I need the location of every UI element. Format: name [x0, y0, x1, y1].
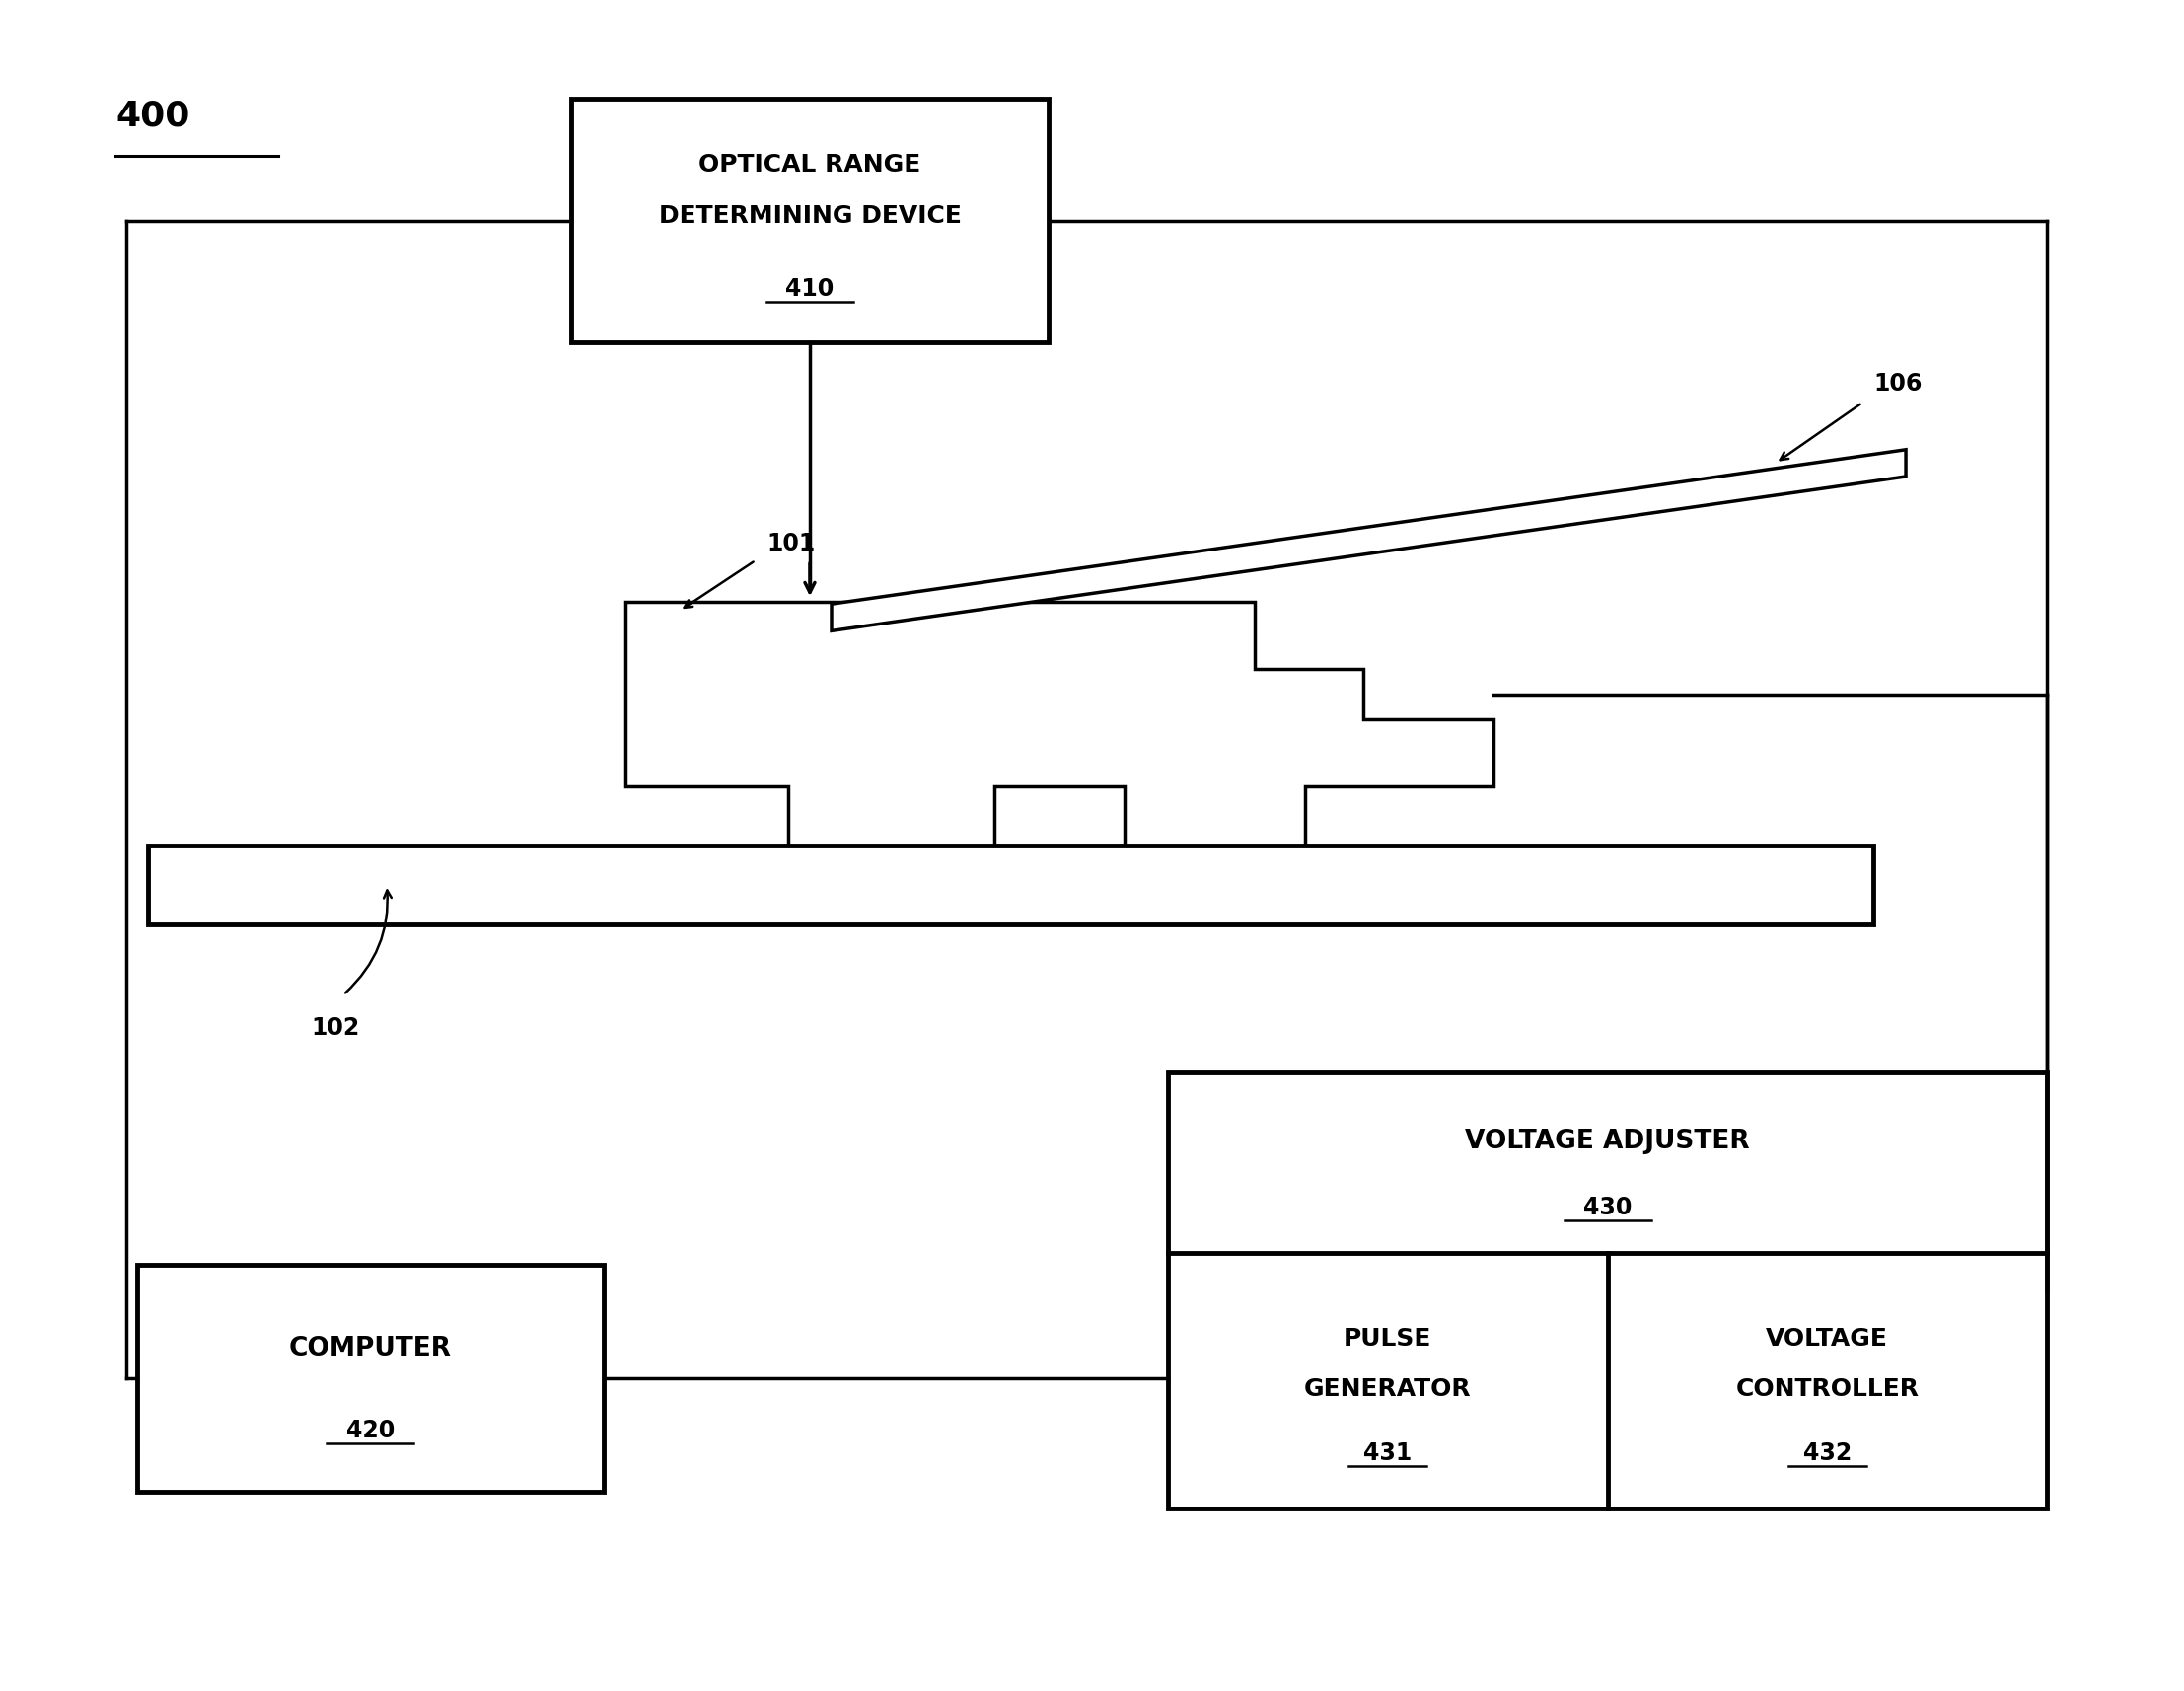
Bar — [572, 100, 1048, 342]
Text: COMPUTER: COMPUTER — [288, 1336, 452, 1361]
Bar — [149, 846, 1874, 925]
Text: 430: 430 — [1583, 1196, 1631, 1219]
Text: OPTICAL RANGE: OPTICAL RANGE — [699, 152, 922, 176]
Text: GENERATOR: GENERATOR — [1304, 1378, 1472, 1402]
Text: VOLTAGE ADJUSTER: VOLTAGE ADJUSTER — [1465, 1130, 1749, 1155]
Text: 101: 101 — [767, 531, 815, 555]
Text: 410: 410 — [786, 277, 834, 301]
Text: 432: 432 — [1804, 1441, 1852, 1464]
Text: VOLTAGE: VOLTAGE — [1767, 1327, 1889, 1351]
Text: 102: 102 — [310, 1016, 360, 1040]
Text: 420: 420 — [345, 1419, 395, 1442]
Text: CONTROLLER: CONTROLLER — [1736, 1378, 1920, 1402]
Text: 400: 400 — [116, 100, 190, 132]
Bar — [138, 1265, 603, 1491]
Polygon shape — [625, 602, 1494, 851]
Text: 431: 431 — [1363, 1441, 1413, 1464]
Polygon shape — [832, 450, 1907, 631]
Text: DETERMINING DEVICE: DETERMINING DEVICE — [660, 205, 961, 228]
Text: 106: 106 — [1874, 372, 1922, 396]
Text: PULSE: PULSE — [1343, 1327, 1433, 1351]
Bar — [1168, 1072, 2046, 1508]
